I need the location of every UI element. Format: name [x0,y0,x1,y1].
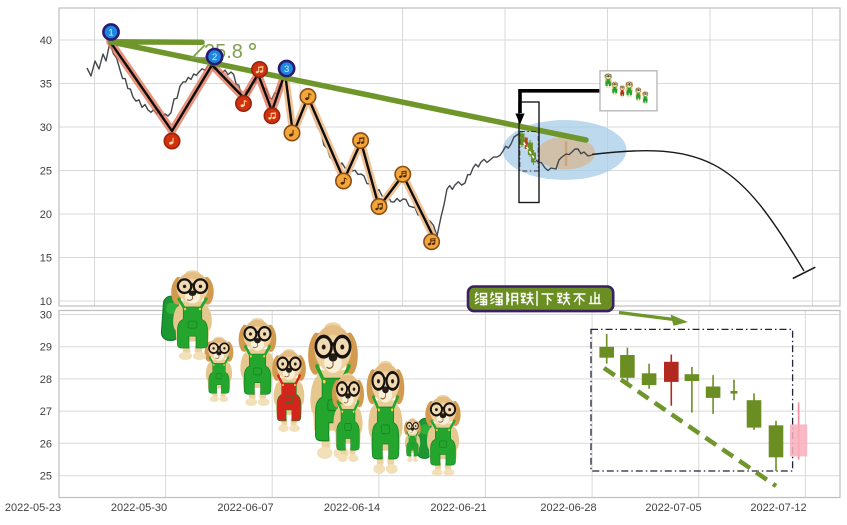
svg-text:2022-05-23: 2022-05-23 [5,502,61,514]
svg-text:2022-07-05: 2022-07-05 [645,502,701,514]
svg-text:35: 35 [40,79,52,91]
svg-text:25: 25 [40,166,52,178]
svg-text:28: 28 [40,374,52,386]
svg-text:2022-06-21: 2022-06-21 [430,502,486,514]
svg-text:20: 20 [40,209,52,221]
svg-text:15: 15 [40,253,52,265]
svg-text:26: 26 [40,438,52,450]
svg-text:2022-06-28: 2022-06-28 [540,502,596,514]
svg-text:25: 25 [40,471,52,483]
svg-text:27: 27 [40,406,52,418]
svg-text:10: 10 [40,296,52,308]
svg-text:30: 30 [40,122,52,134]
svg-text:1: 1 [108,27,113,38]
svg-text:2: 2 [212,52,217,63]
svg-text:29: 29 [40,342,52,354]
svg-text:40: 40 [40,35,52,47]
svg-text:30: 30 [40,310,52,322]
svg-text:2022-06-14: 2022-06-14 [324,502,380,514]
svg-text:3: 3 [284,64,289,75]
svg-text:2022-06-07: 2022-06-07 [217,502,273,514]
svg-text:2022-05-30: 2022-05-30 [111,502,167,514]
svg-text:2022-07-12: 2022-07-12 [750,502,806,514]
